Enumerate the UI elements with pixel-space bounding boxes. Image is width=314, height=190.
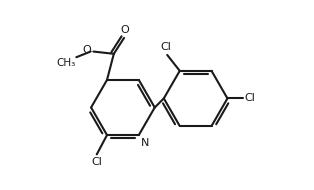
Text: Cl: Cl: [245, 93, 255, 103]
Text: O: O: [120, 25, 129, 35]
Text: O: O: [83, 45, 92, 55]
Text: Cl: Cl: [161, 42, 171, 52]
Text: CH₃: CH₃: [57, 58, 76, 68]
Text: Cl: Cl: [91, 157, 102, 167]
Text: N: N: [141, 138, 149, 148]
